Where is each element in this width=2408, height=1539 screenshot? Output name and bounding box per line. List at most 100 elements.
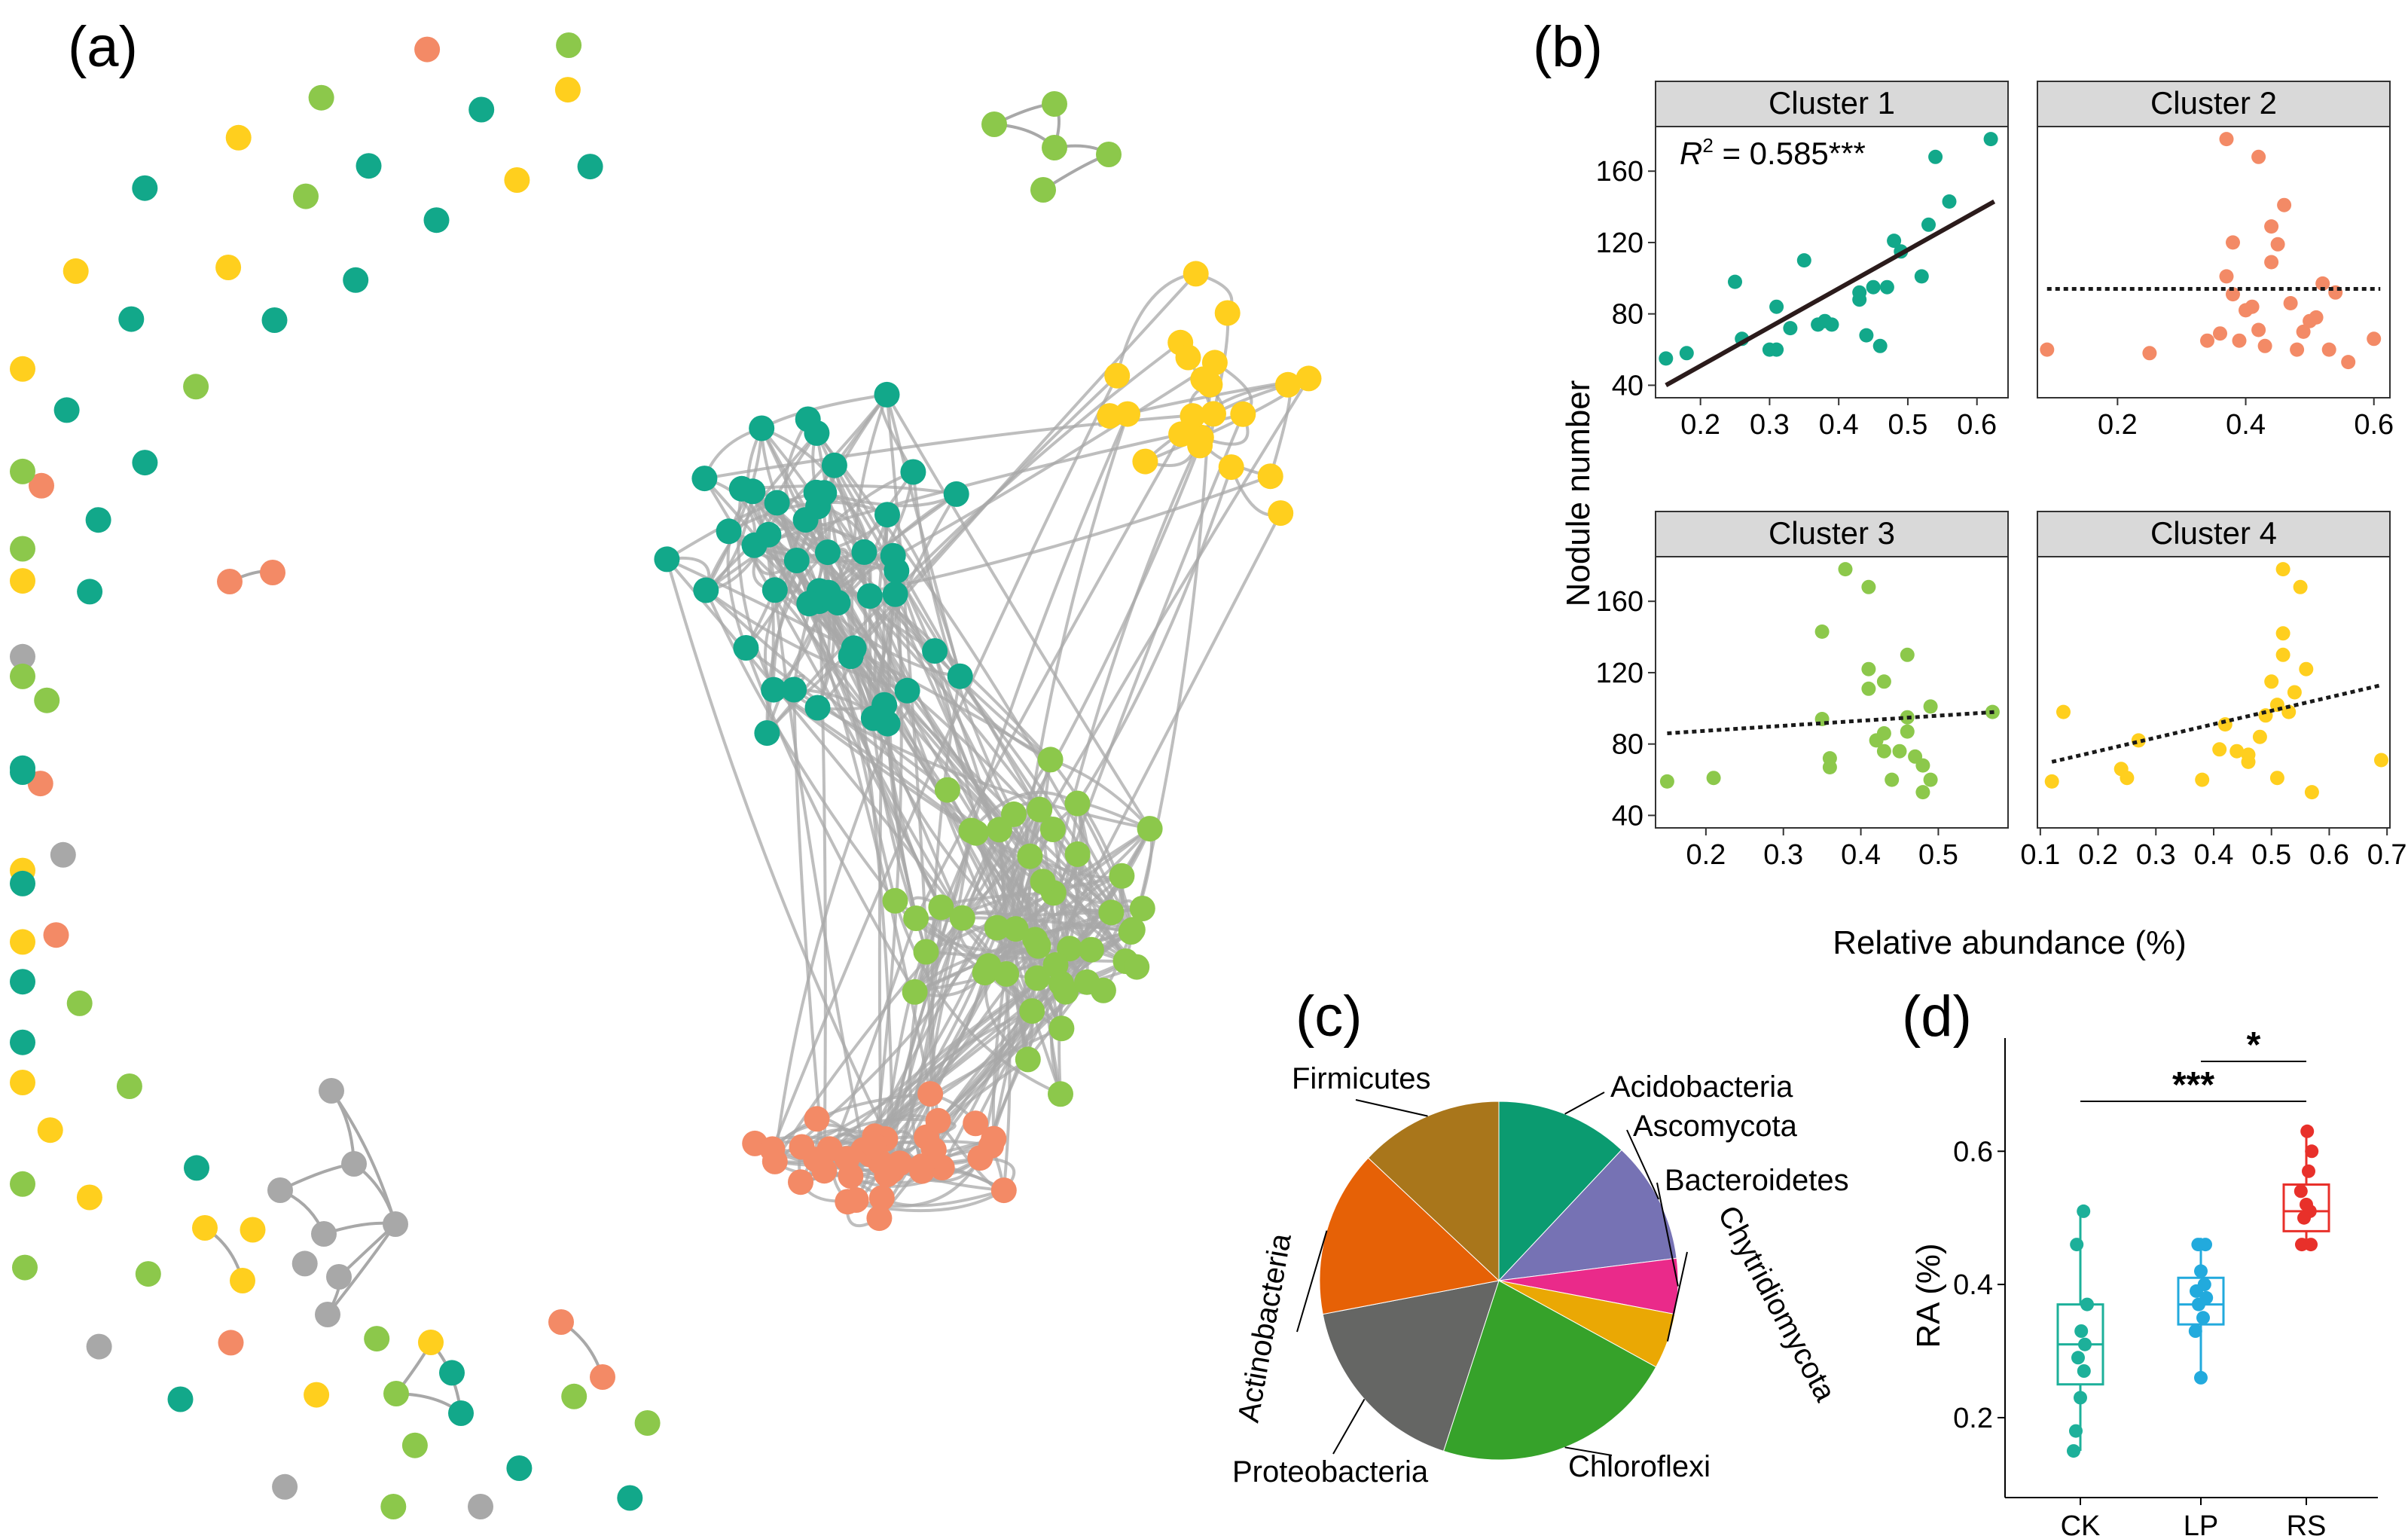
x-tick-label: 0.4 — [2194, 839, 2234, 871]
network-node — [617, 1485, 643, 1511]
network-node — [1098, 899, 1125, 926]
scatter-point — [1814, 624, 1830, 639]
box-group-RS — [2282, 1124, 2330, 1252]
y-tick-label: 120 — [1596, 227, 1643, 259]
network-edge — [751, 490, 1054, 831]
significance-label: *** — [2172, 1065, 2214, 1105]
x-tick-label: 0.2 — [1680, 409, 1720, 441]
network-node — [1296, 365, 1322, 392]
scatter-point — [2120, 771, 2135, 786]
x-tick-label: 0.6 — [2354, 409, 2394, 441]
network-node — [167, 1386, 194, 1412]
scatter-point — [1900, 647, 1915, 662]
network-node — [761, 1148, 788, 1174]
scatter-point — [2374, 753, 2388, 768]
scatter-point — [1872, 338, 1888, 353]
network-node — [1037, 747, 1064, 773]
x-tick-label: 0.5 — [2251, 839, 2291, 871]
network-node — [1048, 1015, 1075, 1042]
network-node — [947, 663, 973, 689]
box-y-axis-title: RA (%) — [1910, 1243, 1947, 1348]
network-edge — [808, 361, 1216, 605]
y-tick-label: 0.2 — [1953, 1403, 1993, 1434]
pie-leader-line — [1656, 1182, 1679, 1287]
network-edge — [891, 554, 1128, 963]
facet-plot-frame — [1655, 556, 2009, 829]
r-superscript: 2 — [1702, 134, 1713, 157]
network-edge — [974, 832, 1012, 1191]
network-edges — [203, 102, 1311, 1415]
network-node — [815, 539, 841, 566]
network-node — [267, 1177, 293, 1203]
scatter-point — [2251, 322, 2266, 337]
network-node — [922, 638, 948, 664]
scatter-point — [2275, 626, 2290, 641]
network-node — [874, 381, 900, 408]
network-node — [749, 415, 775, 441]
network-node — [1052, 979, 1079, 1005]
pie-leader-line — [1355, 1099, 1428, 1117]
network-node — [691, 466, 718, 492]
network-node — [218, 1330, 244, 1356]
network-node — [761, 676, 787, 703]
regression-line — [2051, 683, 2382, 764]
scatter-point — [2219, 269, 2234, 284]
pie-leader-line — [1564, 1092, 1605, 1115]
facet-plot-frame — [1655, 126, 2009, 398]
network-node — [1096, 142, 1122, 167]
network-edge — [847, 1189, 1005, 1213]
pie-leader-line — [1666, 1251, 1688, 1342]
scatter-y-axis-title: Nodule number — [1560, 380, 1597, 607]
network-node — [401, 1432, 428, 1458]
network-node — [506, 1455, 533, 1481]
scatter-point — [2251, 149, 2266, 164]
r-value: = 0.585*** — [1714, 136, 1866, 171]
network-node — [866, 1205, 893, 1232]
network-node — [755, 521, 782, 548]
x-tick-label: CK — [2061, 1510, 2101, 1539]
scatter-point — [2040, 342, 2055, 357]
network-node — [843, 1187, 869, 1213]
network-node — [132, 450, 158, 476]
network-node — [811, 480, 838, 506]
x-tick-label: RS — [2287, 1510, 2327, 1539]
scatter-point — [2315, 276, 2330, 291]
scatter-point — [2212, 742, 2227, 757]
network-node — [949, 905, 975, 931]
network-node — [943, 481, 969, 507]
network-node — [577, 154, 603, 180]
network-node — [882, 887, 908, 914]
scatter-point — [2275, 562, 2290, 577]
scatter-point — [1679, 346, 1694, 361]
network-edge — [914, 433, 1183, 919]
network-edge — [704, 589, 949, 792]
scatter-point — [1879, 279, 1894, 295]
network-node — [764, 490, 790, 516]
scatter-point — [1861, 661, 1876, 676]
network-node — [240, 1217, 266, 1243]
network-node — [116, 1073, 142, 1099]
network-node — [184, 1155, 209, 1181]
network-edge — [704, 412, 1214, 481]
scatter-point — [1928, 149, 1943, 164]
network-node — [894, 677, 920, 704]
pie-leader-line — [1564, 1446, 1613, 1456]
box-point — [2197, 1278, 2211, 1292]
scatter-point — [1822, 760, 1837, 774]
panel-label-c: (c) — [1296, 985, 1363, 1049]
x-tick-label: 0.5 — [1918, 839, 1958, 871]
network-node — [423, 207, 450, 234]
scatter-point — [1915, 758, 1930, 773]
network-node — [1042, 91, 1067, 117]
scatter-point — [2277, 197, 2292, 212]
network-node — [1201, 401, 1226, 427]
facet-strip — [1655, 511, 2009, 557]
scatter-point — [1914, 269, 1929, 284]
network-node — [10, 536, 35, 562]
box-group-LP — [2177, 1238, 2225, 1385]
x-tick-label: 0.2 — [2078, 839, 2118, 871]
scatter-point — [2056, 704, 2071, 719]
network-node — [856, 583, 883, 609]
network-node — [504, 167, 530, 193]
scatter-point — [2309, 310, 2324, 325]
